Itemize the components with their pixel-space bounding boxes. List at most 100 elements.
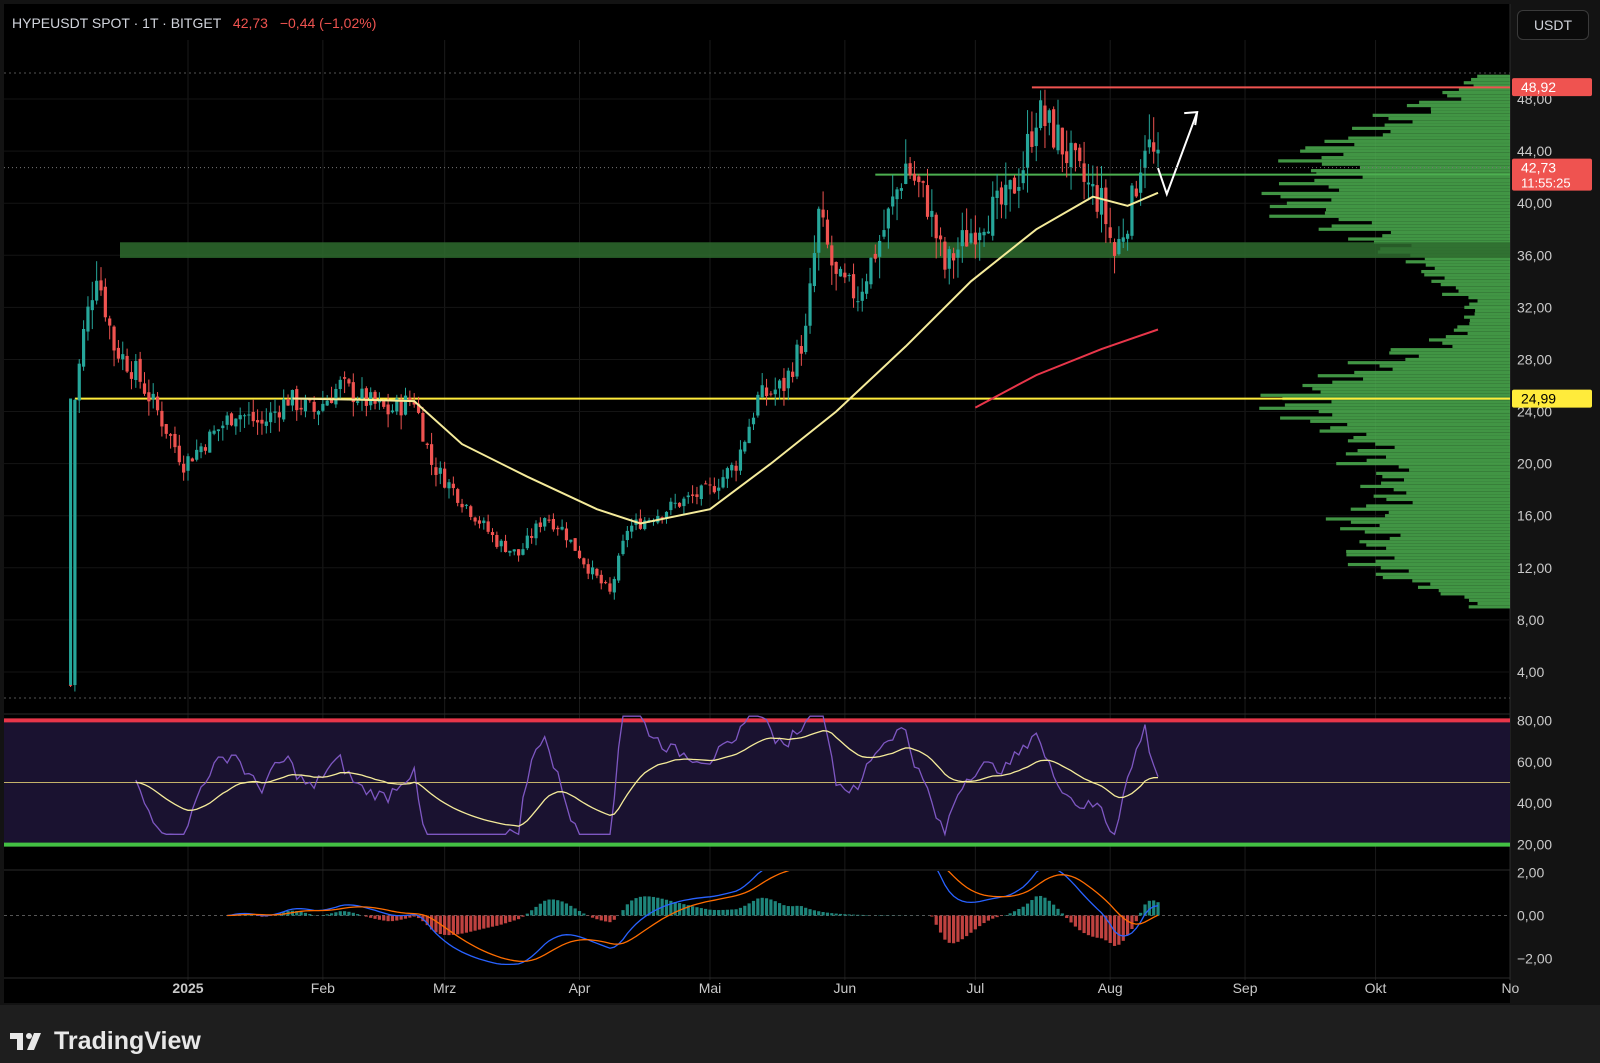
volume-profile-bar <box>1364 530 1510 534</box>
candle-body <box>151 393 155 400</box>
volume-profile-bar <box>1347 562 1510 567</box>
volume-profile-bar <box>1371 221 1510 225</box>
candle-body <box>1073 143 1077 151</box>
macd-histogram-bar <box>1065 915 1069 919</box>
candle-body <box>125 355 129 372</box>
macd-histogram-bar <box>373 915 377 919</box>
macd-histogram-bar <box>582 913 586 916</box>
macd-pane[interactable] <box>4 860 1510 966</box>
volume-profile-bar <box>1477 299 1510 303</box>
candle-body <box>1056 124 1060 151</box>
volume-profile-bar <box>1388 116 1510 121</box>
candle-body <box>947 249 951 269</box>
candle-body <box>303 399 308 412</box>
candle-body <box>473 517 477 522</box>
macd-histogram-bar <box>464 915 468 933</box>
volume-profile-bar <box>1300 149 1510 153</box>
tradingview-logo[interactable]: TradingView <box>10 1027 201 1055</box>
chart-canvas[interactable] <box>4 4 1510 1003</box>
price-pane[interactable] <box>4 74 1510 692</box>
candle-body <box>286 399 290 406</box>
x-axis-label: Jul <box>966 980 984 996</box>
volume-profile-bar <box>1430 582 1510 586</box>
volume-profile-bar <box>1385 514 1510 518</box>
trading-chart[interactable]: 2025 Feb Mrz Apr Mai Jun Jul Aug Sep Okt No48,0044… <box>0 0 1600 1005</box>
macd-histogram-bar <box>1052 904 1056 916</box>
candle-body <box>90 300 94 311</box>
macd-histogram-bar <box>843 914 847 916</box>
volume-profile-bar <box>1324 211 1510 215</box>
volume-profile-bar <box>1440 592 1510 596</box>
macd-histogram-bar <box>651 896 656 916</box>
volume-profile-bar <box>1366 504 1510 508</box>
candle-body <box>408 397 412 402</box>
y-axis-label: 36,00 <box>1517 247 1552 263</box>
volume-profile-bar <box>1473 84 1510 88</box>
candle-body <box>799 346 803 354</box>
candle-body <box>1034 127 1038 147</box>
candle-body <box>321 403 325 411</box>
macd-histogram-bar <box>960 915 964 940</box>
candle-body <box>482 520 486 524</box>
candle-body <box>860 291 864 301</box>
currency-unit-button[interactable]: USDT <box>1517 10 1589 40</box>
candle-body <box>443 468 447 488</box>
candle-body <box>1130 185 1134 236</box>
candle-body <box>1082 163 1086 182</box>
macd-histogram-bar <box>1056 908 1060 916</box>
volume-profile-bar <box>1310 169 1510 173</box>
candle-body <box>525 535 529 549</box>
macd-histogram-bar <box>686 905 690 916</box>
candle-body <box>173 433 177 448</box>
candle-body <box>778 380 782 389</box>
volume-profile-bar <box>1338 217 1510 222</box>
candle-body <box>103 286 107 318</box>
macd-histogram-bar <box>773 901 777 916</box>
macd-histogram-bar <box>325 914 329 916</box>
candle-body <box>486 521 490 532</box>
volume-profile-bar <box>1440 283 1510 287</box>
volume-profile-bar <box>1260 393 1510 397</box>
candle-body <box>717 487 721 491</box>
macd-histogram-bar <box>1034 896 1038 916</box>
volume-profile-bar <box>1412 579 1510 583</box>
volume-profile-bar <box>1389 536 1510 541</box>
macd-histogram-bar <box>608 915 612 923</box>
candle-body <box>456 489 460 503</box>
candle-body <box>1147 139 1151 148</box>
candle-body <box>556 527 560 530</box>
candles <box>68 89 1160 692</box>
rsi-axis-label: 80,00 <box>1517 712 1552 728</box>
volume-profile-bar <box>1406 491 1510 495</box>
volume-profile-bar <box>1350 507 1510 511</box>
volume-profile-bar <box>1412 120 1510 124</box>
candle-body <box>886 208 890 229</box>
volume-profile-bar <box>1312 387 1510 391</box>
candle-body <box>155 396 160 411</box>
macd-histogram-bar <box>625 904 629 916</box>
symbol-header[interactable]: HYPEUSDT SPOT · 1T · BITGET 42,73 −0,44 … <box>12 15 376 31</box>
candle-body <box>843 272 847 278</box>
rsi-pane[interactable] <box>4 715 1510 847</box>
macd-histogram-bar <box>956 915 960 942</box>
candle-body <box>952 253 956 261</box>
macd-histogram-bar <box>647 896 651 916</box>
macd-histogram-bar <box>1021 906 1025 916</box>
candle-body <box>756 394 760 416</box>
volume-profile-bar <box>1280 416 1510 420</box>
macd-histogram-bar <box>517 915 521 920</box>
candle-body <box>995 190 999 199</box>
macd-histogram-bar <box>356 914 360 916</box>
macd-histogram-bar <box>530 910 534 916</box>
candle-body <box>412 401 416 405</box>
macd-histogram-bar <box>778 903 782 916</box>
macd-histogram-bar <box>590 915 595 918</box>
macd-axis-label: 2,00 <box>1517 864 1544 880</box>
volume-profile-bar <box>1458 87 1510 91</box>
volume-profile-bar <box>1372 113 1510 117</box>
candle-body <box>273 411 277 413</box>
volume-profile-bar <box>1340 527 1510 531</box>
candle-body <box>604 582 608 584</box>
volume-profile-bar <box>1278 159 1510 163</box>
macd-axis-label: −2,00 <box>1517 951 1553 967</box>
